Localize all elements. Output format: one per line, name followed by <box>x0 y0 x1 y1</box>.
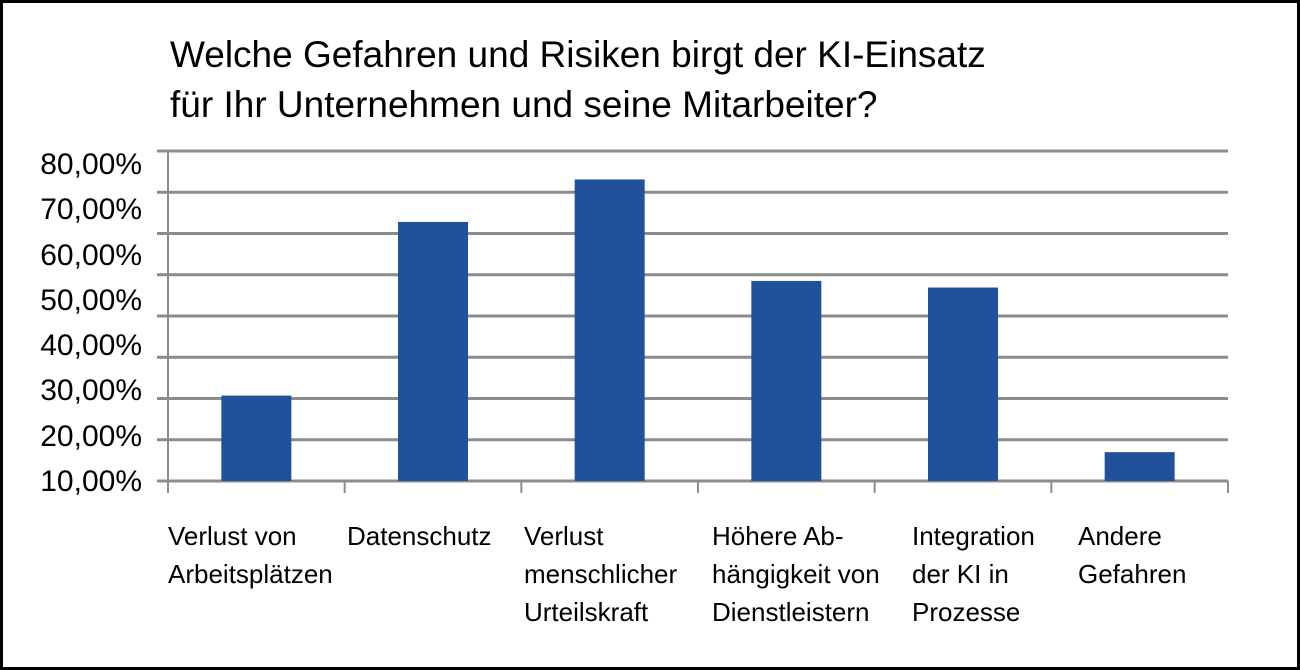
x-category-label: Verlust von Arbeitsplätzen <box>168 521 333 589</box>
bar-3 <box>574 179 645 481</box>
y-tick-label: 30,00% <box>40 374 142 408</box>
x-category-label: Verlust menschlicher Urteilskraft <box>524 521 678 627</box>
x-category-label: Höhere Ab- hängigkeit von Dienstleistern <box>712 521 880 627</box>
bar-5 <box>928 287 998 481</box>
y-tick-label: 70,00% <box>40 193 142 227</box>
y-tick-label: 60,00% <box>40 238 142 272</box>
y-tick-label: 40,00% <box>40 329 142 363</box>
x-category-label: Integration der KI in Prozesse <box>912 521 1035 627</box>
x-category-label: Datenschutz <box>347 521 492 551</box>
y-tick-label: 10,00% <box>40 465 142 498</box>
bar-2 <box>398 221 468 481</box>
bar-1 <box>221 395 292 481</box>
y-tick-label: 20,00% <box>40 419 142 453</box>
x-category-label: Andere Gefahren <box>1078 521 1187 589</box>
bar-4 <box>751 280 822 481</box>
chart-title: Welche Gefahren und Risiken birgt der KI… <box>170 34 986 125</box>
bar-6 <box>1104 452 1175 481</box>
y-tick-label: 50,00% <box>40 283 142 317</box>
y-tick-label: 80,00% <box>40 148 142 181</box>
